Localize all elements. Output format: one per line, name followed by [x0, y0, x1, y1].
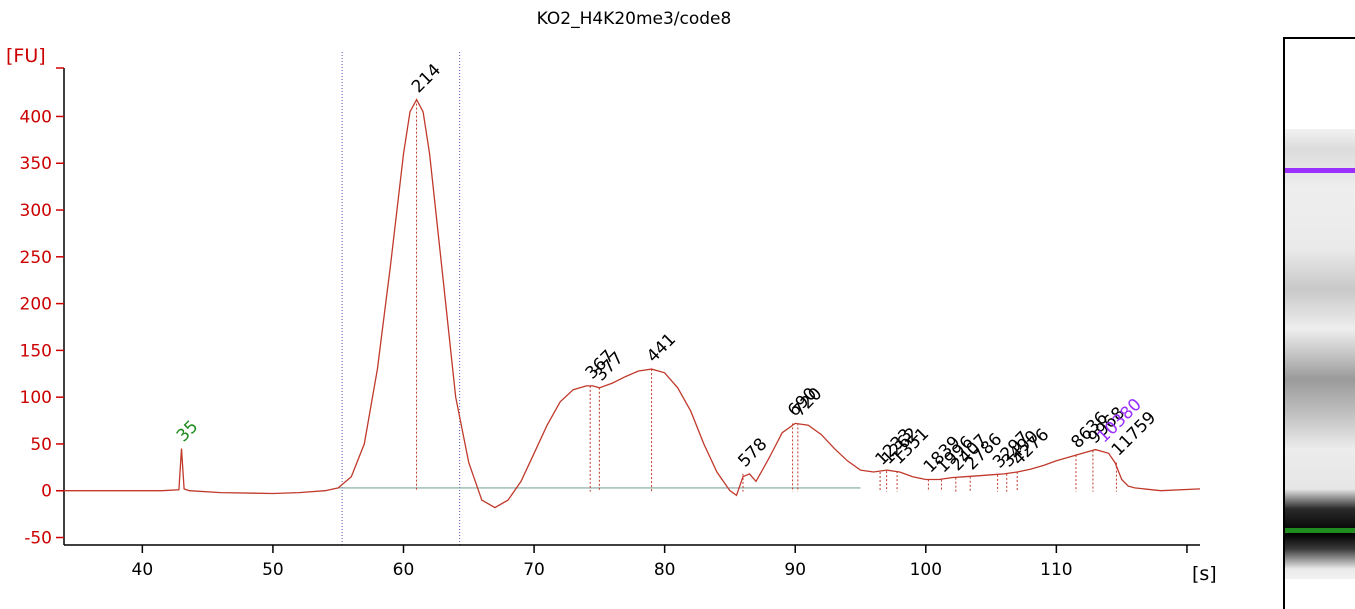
- x-tick-label: 50: [262, 560, 284, 580]
- y-tick-label: 50: [30, 435, 52, 455]
- x-tick-label: 90: [784, 560, 806, 580]
- series-trace: [64, 98, 1201, 509]
- x-tick-label: 40: [132, 560, 154, 580]
- y-tick-label: 100: [20, 388, 52, 408]
- peak-label: 578: [734, 434, 771, 471]
- x-tick-label: 80: [654, 560, 676, 580]
- x-tick-label: 100: [910, 560, 942, 580]
- upper-marker-band: [1285, 168, 1355, 173]
- y-axis-label: [FU]: [6, 45, 46, 67]
- chart-title: KO2_H4K20me3/code8: [537, 9, 732, 29]
- y-tick-label: 150: [20, 341, 52, 361]
- y-tick-label: 350: [20, 154, 52, 174]
- y-tick-label: -50: [24, 529, 52, 549]
- peak-label: 441: [643, 330, 680, 367]
- x-tick-label: 60: [393, 560, 415, 580]
- peak-label: 214: [408, 60, 445, 97]
- y-tick-label: 250: [20, 248, 52, 268]
- lower-marker-band: [1285, 528, 1355, 533]
- gel-lane: [1285, 129, 1355, 579]
- y-tick-label: 400: [20, 107, 52, 127]
- peak-label: 35: [173, 417, 202, 446]
- electropherogram-chart: KO2_H4K20me3/code8 [FU] [s] -50 0 50 100 150…: [6, 9, 1217, 585]
- x-axis-label: [s]: [1192, 563, 1217, 585]
- y-tick-label: 300: [20, 201, 52, 221]
- y-tick-label: 200: [20, 295, 52, 315]
- x-tick-label: 70: [523, 560, 545, 580]
- x-tick-label: 110: [1040, 560, 1072, 580]
- y-tick-label: 0: [41, 482, 52, 502]
- gel-image: [1283, 37, 1355, 609]
